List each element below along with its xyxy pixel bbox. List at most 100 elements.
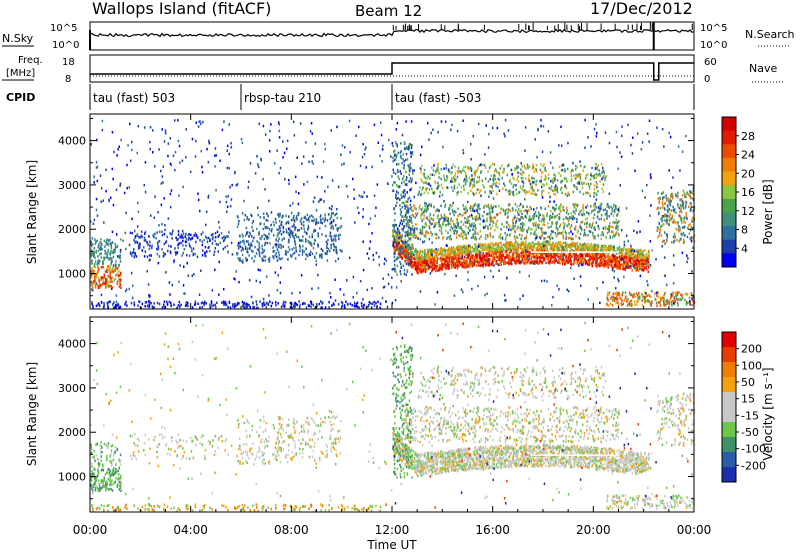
data-point [639, 249, 642, 252]
data-point [149, 244, 151, 248]
data-point [247, 303, 249, 306]
data-point [301, 250, 304, 253]
data-point [340, 153, 342, 156]
data-point [93, 175, 95, 178]
data-point [184, 240, 187, 243]
data-point [525, 240, 527, 243]
data-point [444, 254, 447, 257]
data-point [461, 214, 463, 217]
data-point [320, 214, 322, 217]
data-point [562, 256, 564, 259]
data-point [458, 261, 461, 264]
data-point [103, 258, 105, 261]
data-point [221, 128, 224, 132]
data-point [359, 279, 362, 283]
data-point [163, 300, 166, 303]
data-point [174, 247, 176, 250]
data-point [595, 245, 598, 249]
data-point [261, 251, 263, 255]
data-point [431, 267, 434, 271]
data-point [118, 263, 121, 267]
data-point [330, 221, 333, 225]
data-point [482, 214, 484, 218]
data-point [226, 144, 229, 148]
data-point [91, 301, 93, 304]
data-point [395, 237, 398, 241]
data-point [407, 246, 409, 249]
data-point [182, 185, 184, 189]
data-point [493, 253, 495, 257]
data-point [613, 263, 616, 266]
data-point [498, 241, 500, 245]
data-point [422, 268, 425, 272]
data-point [320, 300, 322, 303]
data-point [355, 304, 357, 308]
data-point [482, 258, 484, 261]
data-point [636, 268, 638, 272]
data-point [99, 284, 101, 287]
data-point [647, 264, 649, 267]
data-point [221, 236, 224, 240]
data-point [447, 262, 450, 266]
data-point [498, 204, 500, 208]
data-point [466, 209, 468, 213]
data-point [436, 259, 439, 263]
data-point [593, 213, 596, 216]
data-point [321, 256, 323, 259]
data-point [295, 250, 298, 253]
data-point [187, 304, 189, 308]
data-point [286, 147, 288, 150]
data-point [199, 306, 201, 309]
data-point [597, 263, 599, 266]
data-point [104, 249, 106, 253]
data-point [591, 257, 593, 260]
data-point [542, 244, 544, 248]
data-point [109, 252, 111, 256]
data-point [172, 154, 175, 157]
data-point [573, 258, 576, 261]
data-point [620, 255, 623, 258]
data-point [328, 300, 330, 304]
data-point [463, 250, 466, 253]
data-point [90, 252, 92, 255]
data-point [163, 197, 165, 200]
data-point [106, 252, 109, 256]
data-point [288, 233, 291, 236]
data-point [162, 165, 164, 168]
data-point [261, 244, 263, 248]
data-point [155, 237, 157, 240]
data-point [136, 151, 138, 155]
data-point [469, 255, 472, 259]
data-point [329, 217, 331, 221]
data-point [111, 131, 114, 134]
data-point [169, 232, 172, 235]
data-point [448, 254, 450, 258]
data-point [600, 214, 603, 217]
data-point [467, 247, 469, 250]
data-point [126, 304, 128, 307]
data-point [482, 248, 484, 251]
data-point [530, 257, 532, 261]
data-point [247, 243, 250, 246]
data-point [295, 302, 297, 306]
data-point [156, 252, 158, 256]
data-point [612, 258, 614, 262]
data-point [518, 213, 520, 216]
data-point [593, 257, 596, 260]
data-point [193, 303, 196, 306]
data-point [111, 167, 113, 171]
data-point [110, 261, 113, 264]
data-point [450, 219, 452, 222]
data-point [250, 249, 253, 253]
data-point [279, 212, 281, 215]
data-point [189, 245, 191, 248]
data-point [420, 216, 422, 219]
data-point [587, 252, 589, 256]
data-point [335, 250, 338, 253]
data-point [509, 258, 511, 262]
data-point [262, 212, 265, 215]
data-point [264, 255, 267, 258]
data-point [226, 149, 228, 152]
data-point [202, 301, 205, 305]
data-point [591, 247, 593, 251]
